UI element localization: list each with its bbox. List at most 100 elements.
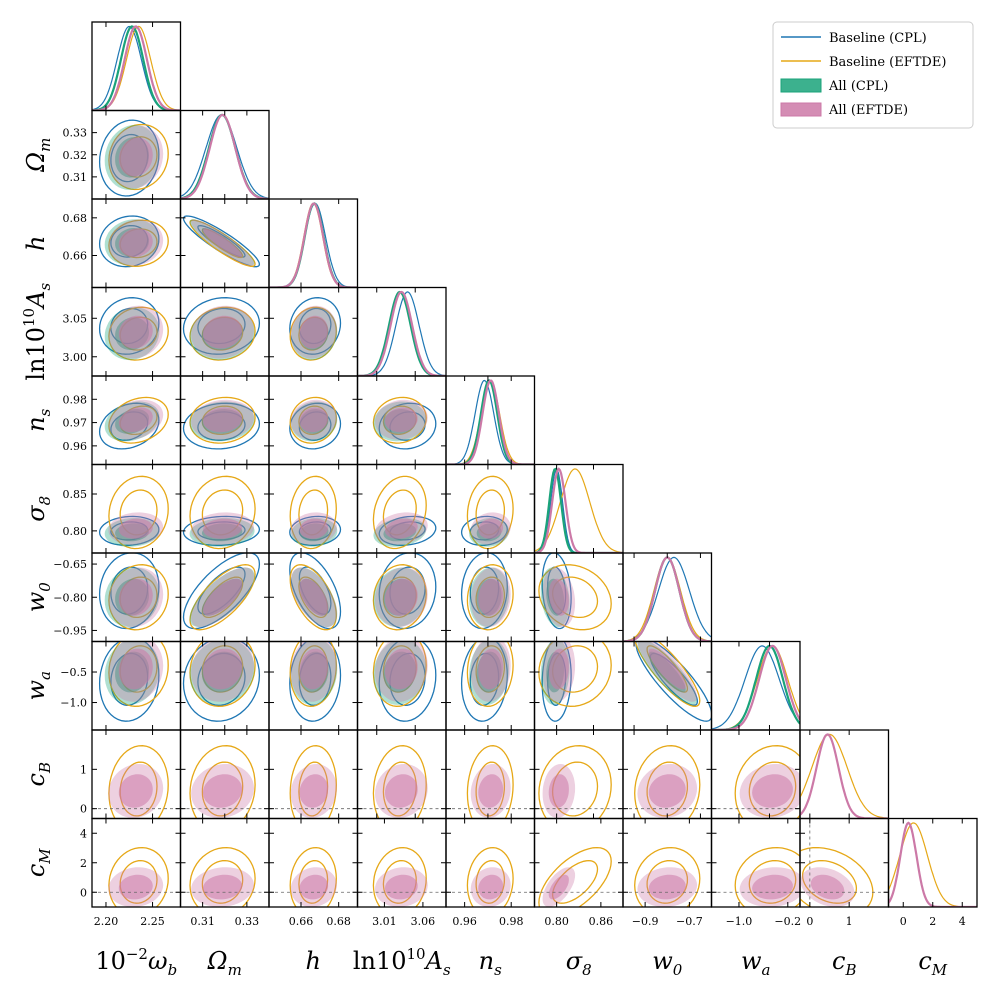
- panel-7-9: [710, 817, 801, 908]
- contour68-1-6-series-3: [203, 578, 242, 616]
- x-tick-label-2-1: 0.68: [326, 915, 351, 928]
- panel-8-9: [799, 817, 890, 908]
- contour68-2-3-series-3: [299, 315, 329, 349]
- label-main: Ω: [22, 152, 50, 173]
- panel-2-7: [268, 640, 359, 731]
- y-axis-label-7: wa: [22, 671, 54, 701]
- contour68-3-9-series-3: [385, 874, 418, 900]
- contour68-1-3-series-3: [203, 315, 242, 349]
- x-tick-label-2-0: 0.66: [289, 915, 314, 928]
- label-sub: M: [931, 961, 948, 979]
- contour68-5-7-series-3: [548, 648, 569, 690]
- panel-2-4: [268, 375, 359, 466]
- contour68-6-9-series-1: [646, 859, 689, 904]
- label-main: c: [22, 773, 50, 786]
- marginal-2-series-2: [269, 202, 358, 288]
- contour68-5-8-series-3: [548, 774, 569, 808]
- marginal-6-series-0: [623, 556, 712, 642]
- label-sub: 8: [582, 961, 592, 979]
- contour68-1-8-series-3: [203, 774, 242, 808]
- contour68-4-9-series-1: [475, 859, 506, 904]
- panel-3-3: [356, 286, 447, 377]
- label-sub: b: [168, 961, 178, 979]
- marginal-6-series-1: [623, 556, 712, 642]
- contour95-3-6-series-0: [378, 553, 437, 630]
- marginal-1-series-1: [180, 114, 269, 199]
- contour95-3-9-series-1: [372, 846, 427, 907]
- x-tick-label-5-0: 0.80: [544, 915, 569, 928]
- label-main: c: [918, 947, 931, 975]
- contour68-1-9-series-3: [203, 874, 242, 900]
- y-tick-label-2-1: 0.68: [63, 212, 88, 225]
- contour95-1-6-series-0: [182, 553, 261, 630]
- panel-1-4: [179, 375, 270, 466]
- contour68-2-9-series-1: [298, 859, 329, 904]
- label-sub: s: [443, 961, 451, 979]
- panel-5-5: [533, 463, 624, 554]
- legend-box: [772, 21, 974, 129]
- contour95-4-7-series-1: [466, 641, 514, 707]
- contour68-2-6-series-3: [299, 578, 329, 616]
- label-sub: 0: [36, 582, 54, 592]
- label-main: h: [22, 236, 50, 251]
- marginal-2-series-0: [269, 202, 358, 288]
- panel-6-9: [622, 817, 713, 908]
- y-tick-label-8-1: 1: [80, 763, 87, 776]
- x-axis-label-9: cM: [918, 947, 947, 979]
- contour68-0-1-series-3: [118, 137, 153, 177]
- y-tick-label-7-1: −0.5: [60, 666, 87, 679]
- contour95-7-8-series-1: [734, 745, 800, 819]
- contour95-0-2-series-0: [98, 215, 160, 268]
- x-tick-label-5-1: 0.86: [589, 915, 614, 928]
- x-tick-label-9-0: 0: [900, 915, 907, 928]
- panel-3-4: [356, 375, 447, 466]
- x-tick-label-1-0: 0.31: [190, 915, 215, 928]
- panel-3-5: [356, 463, 447, 554]
- panel-2-9: [268, 817, 359, 908]
- panel-1-7: [179, 640, 270, 731]
- panel-2-2: [268, 198, 359, 289]
- label-sub: s: [494, 961, 502, 979]
- contour95-5-6-series-1: [538, 564, 612, 631]
- panel-1-2: [179, 198, 270, 289]
- panel-4-9: [445, 817, 536, 908]
- contour95-2-7-series-0: [289, 641, 342, 722]
- marginal-1-series-0: [180, 114, 269, 199]
- contour95-3-5-series-1: [372, 475, 427, 550]
- y-tick-label-1-2: 0.33: [63, 127, 88, 140]
- label-sub: M: [36, 848, 54, 865]
- label-sub: a: [762, 961, 771, 979]
- panel-layer: [91, 21, 978, 908]
- panel-6-6: [622, 552, 713, 643]
- y-tick-label-1-0: 0.31: [63, 171, 88, 184]
- contour95-1-9-series-1: [189, 846, 256, 907]
- x-axis-label-3: ln1010As: [353, 945, 451, 979]
- contour95-3-7-series-1: [372, 641, 427, 707]
- marginal-3-series-0: [357, 291, 446, 376]
- label-base: 10: [95, 947, 126, 975]
- contour68-1-8-series-1: [201, 761, 244, 817]
- y-tick-label-9-0: 0: [80, 886, 87, 899]
- contour95-4-7-series-0: [460, 641, 508, 722]
- marginal-0-series-3: [92, 25, 181, 111]
- label-main: σ: [566, 947, 583, 975]
- contour95-0-1-series-1: [108, 123, 169, 191]
- contour68-6-8-series-1: [646, 761, 689, 817]
- panel-4-7: [445, 640, 536, 731]
- contour95-6-7-series-1: [634, 641, 701, 707]
- contour95-6-9-series-1: [634, 846, 701, 907]
- contour95-2-3-series-1: [289, 306, 337, 361]
- contour68-4-5-series-3: [478, 518, 504, 539]
- x-tick-label-0-0: 2.20: [94, 915, 119, 928]
- contour68-3-4-series-3: [385, 407, 418, 433]
- panel-0-3: [91, 286, 182, 377]
- panel-4-6: [445, 552, 536, 643]
- label-sub: m: [228, 961, 242, 979]
- panel-0-5: [91, 463, 182, 554]
- marginal-9-series-3: [888, 821, 977, 907]
- panel-1-1: [179, 109, 270, 200]
- y-axis-label-5: σ8: [22, 496, 54, 522]
- y-tick-label-5-1: 0.85: [63, 488, 88, 501]
- panel-3-9: [356, 817, 447, 908]
- y-axis-label-1: Ωm: [22, 138, 54, 173]
